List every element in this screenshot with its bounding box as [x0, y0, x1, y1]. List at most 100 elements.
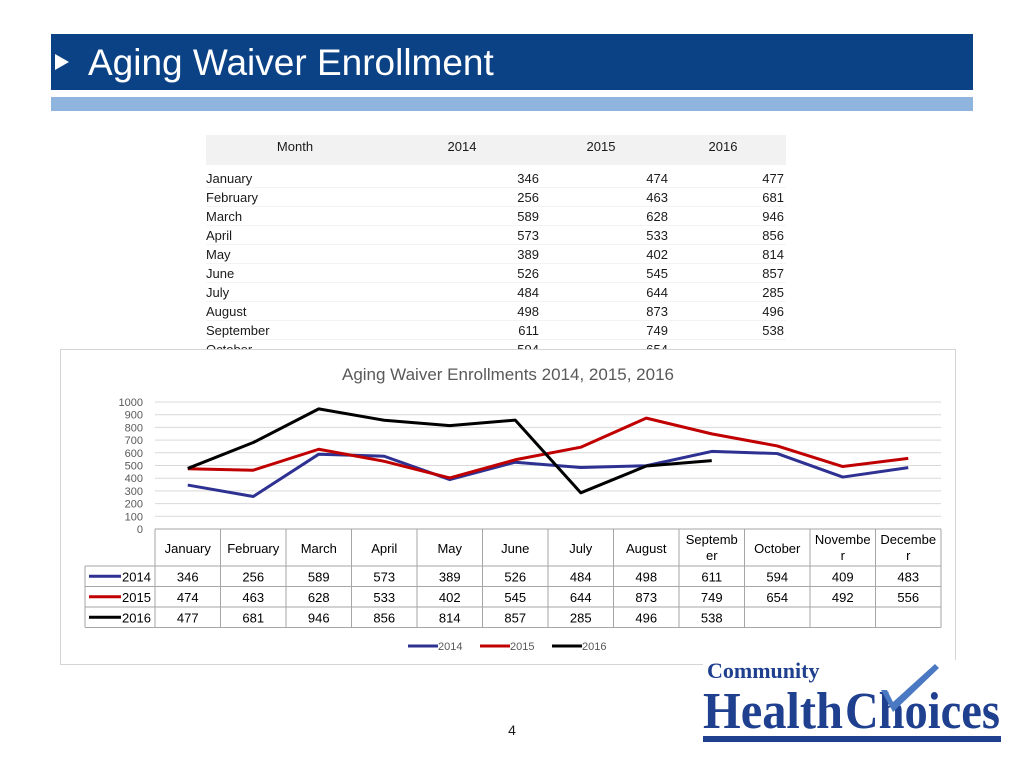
category-label: April	[371, 541, 397, 556]
slide-title: Aging Waiver Enrollment	[88, 42, 494, 83]
month-cell: July	[206, 285, 230, 300]
table-row: July 484 644 285	[206, 283, 786, 302]
category-label: February	[227, 541, 280, 556]
title-banner: Aging Waiver Enrollment	[51, 34, 973, 90]
value-2014-cell: 256	[517, 190, 539, 205]
data-value-label: 946	[308, 610, 330, 625]
value-2016-cell: 946	[762, 209, 784, 224]
logo-graphic: Community Health Choices	[703, 658, 1003, 750]
table-row: April 573 533 856	[206, 226, 786, 245]
logo-check-icon	[881, 664, 939, 712]
value-2014-cell: 589	[517, 209, 539, 224]
data-value-label: 681	[242, 610, 264, 625]
series-line-2016	[187, 407, 712, 495]
value-2015-cell: 644	[646, 285, 668, 300]
table-row: August 498 873 496	[206, 302, 786, 321]
logo-top-text: Community	[707, 660, 819, 683]
data-value-label: 628	[308, 590, 330, 605]
legend-label: 2014	[438, 641, 462, 653]
value-2015-cell: 545	[646, 266, 668, 281]
series-line-2014	[187, 449, 909, 498]
month-cell: March	[206, 209, 243, 224]
value-2015-cell: 474	[646, 171, 668, 186]
y-tick-label: 200	[125, 499, 143, 511]
y-tick-label: 0	[137, 524, 143, 536]
row-series-label: 2014	[122, 569, 151, 584]
data-value-label: 814	[439, 610, 461, 625]
y-tick-label: 300	[125, 486, 143, 498]
logo-underline	[703, 736, 1001, 742]
y-tick-label: 1000	[119, 397, 143, 409]
category-label: Novembe	[815, 532, 871, 547]
data-value-label: 749	[701, 590, 723, 605]
value-2016-cell: 857	[762, 266, 784, 281]
data-value-label: 496	[635, 610, 657, 625]
value-2014-cell: 526	[517, 266, 539, 281]
value-2014-cell: 611	[518, 323, 539, 338]
category-label: January	[165, 541, 212, 556]
header-month: Month	[276, 139, 314, 154]
value-2016-cell: 814	[762, 247, 784, 262]
row-series-label: 2015	[122, 590, 151, 605]
data-value-label: 589	[308, 569, 330, 584]
category-label: r	[841, 548, 846, 563]
banner-stripe	[51, 97, 973, 111]
legend-label: 2015	[510, 641, 534, 653]
value-2016-cell: 538	[762, 323, 784, 338]
header-2016: 2016	[708, 139, 738, 154]
y-tick-label: 800	[125, 422, 143, 434]
chart-title: Aging Waiver Enrollments 2014, 2015, 201…	[342, 365, 674, 384]
month-cell: June	[206, 266, 235, 281]
y-tick-label: 400	[125, 473, 143, 485]
value-2015-cell: 628	[646, 209, 668, 224]
enrollment-table: Month 2014 2015 2016 January 346 474 477 Feb…	[206, 135, 786, 359]
data-value-label: 474	[177, 590, 199, 605]
y-tick-label: 100	[125, 511, 143, 523]
value-2016-cell: 856	[762, 228, 784, 243]
y-tick-label: 700	[125, 435, 143, 447]
table-row: May 389 402 814	[206, 245, 786, 264]
value-2015-cell: 533	[646, 228, 668, 243]
data-value-label: 409	[832, 569, 854, 584]
banner-arrow-icon	[55, 54, 69, 70]
month-cell: January	[206, 171, 253, 186]
page-number: 4	[508, 722, 516, 738]
data-value-label: 654	[766, 590, 788, 605]
category-label: June	[501, 541, 529, 556]
month-cell: February	[206, 190, 259, 205]
data-value-label: 856	[373, 610, 395, 625]
value-2015-cell: 873	[646, 304, 668, 319]
value-2014-cell: 498	[517, 304, 539, 319]
data-value-label: 389	[439, 569, 461, 584]
category-label: r	[906, 548, 911, 563]
value-2015-cell: 749	[646, 323, 668, 338]
series-line-2015	[187, 416, 909, 480]
logo-health-text: Health	[703, 683, 843, 740]
data-value-label: 611	[701, 569, 722, 584]
data-value-label: 533	[373, 590, 395, 605]
y-tick-label: 600	[125, 448, 143, 460]
data-value-label: 484	[570, 569, 592, 584]
community-health-choices-logo: Community Health Choices	[703, 658, 1003, 750]
data-value-label: 402	[439, 590, 461, 605]
month-cell: April	[206, 228, 233, 243]
logo-choices-text: Choices	[845, 683, 1000, 740]
chart-panel: Aging Waiver Enrollments 2014, 2015, 201…	[60, 349, 956, 665]
data-value-label: 857	[504, 610, 526, 625]
data-value-label: 644	[570, 590, 592, 605]
category-label: May	[437, 541, 462, 556]
data-value-label: 594	[766, 569, 788, 584]
table-row: September 611 749 538	[206, 321, 786, 340]
table-header-row: Month 2014 2015 2016	[206, 135, 786, 165]
data-value-label: 477	[177, 610, 199, 625]
category-label: er	[706, 548, 718, 563]
month-cell: August	[206, 304, 247, 319]
legend-label: 2016	[582, 641, 606, 653]
data-value-label: 256	[242, 569, 264, 584]
y-tick-label: 900	[125, 410, 143, 422]
category-label: Septemb	[686, 532, 738, 547]
table-body: January 346 474 477 February 256 463 681 March 58…	[206, 169, 786, 359]
category-label: August	[626, 541, 667, 556]
data-value-label: 463	[242, 590, 264, 605]
value-2014-cell: 573	[517, 228, 539, 243]
